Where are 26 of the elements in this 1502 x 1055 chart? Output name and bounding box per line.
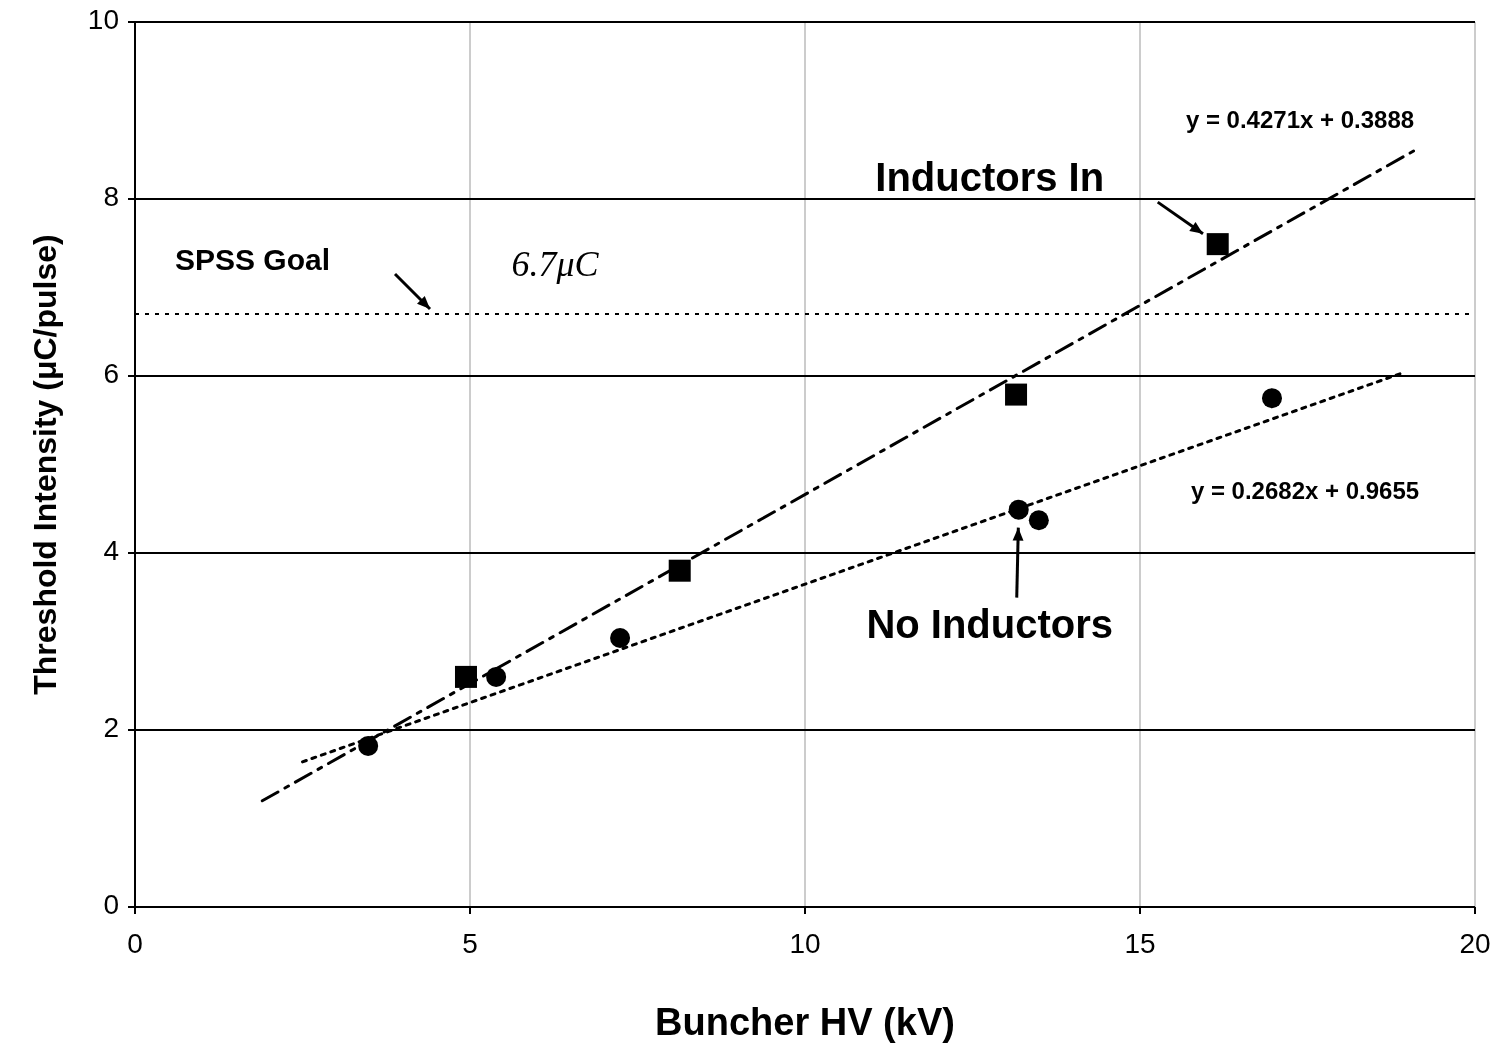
- point: [1005, 383, 1028, 406]
- x-tick-label: 20: [1459, 928, 1491, 959]
- y-axis-title: Threshold Intensity (μC/pulse): [27, 234, 64, 695]
- point: [668, 559, 691, 582]
- x-axis-title: Buncher HV (kV): [655, 1001, 955, 1043]
- x-tick-label: 10: [789, 928, 821, 959]
- y-tick-label: 4: [103, 535, 119, 567]
- point: [1206, 233, 1229, 256]
- point: [610, 627, 631, 648]
- x-tick-label: 15: [1124, 928, 1156, 959]
- y-tick-label: 6: [103, 358, 119, 390]
- y-tick-label: 2: [103, 712, 119, 744]
- ref-line-label: SPSS Goal: [175, 242, 331, 276]
- point: [1028, 510, 1049, 531]
- legend-label: No Inductors: [866, 602, 1114, 647]
- x-tick-label: 5: [462, 928, 478, 959]
- point: [486, 666, 507, 687]
- x-tick-label: 0: [127, 928, 143, 959]
- text: Inductors In: [875, 154, 1105, 199]
- y-tick-label: 10: [87, 4, 119, 36]
- annotation: y = 0.4271x + 0.3888: [1185, 106, 1415, 134]
- point: [1261, 388, 1282, 409]
- annotation: y = 0.2682x + 0.9655: [1190, 477, 1420, 505]
- annotation: 6.7μC: [511, 244, 600, 285]
- y-tick-label: 8: [103, 181, 119, 213]
- y-tick-label: 0: [103, 889, 119, 921]
